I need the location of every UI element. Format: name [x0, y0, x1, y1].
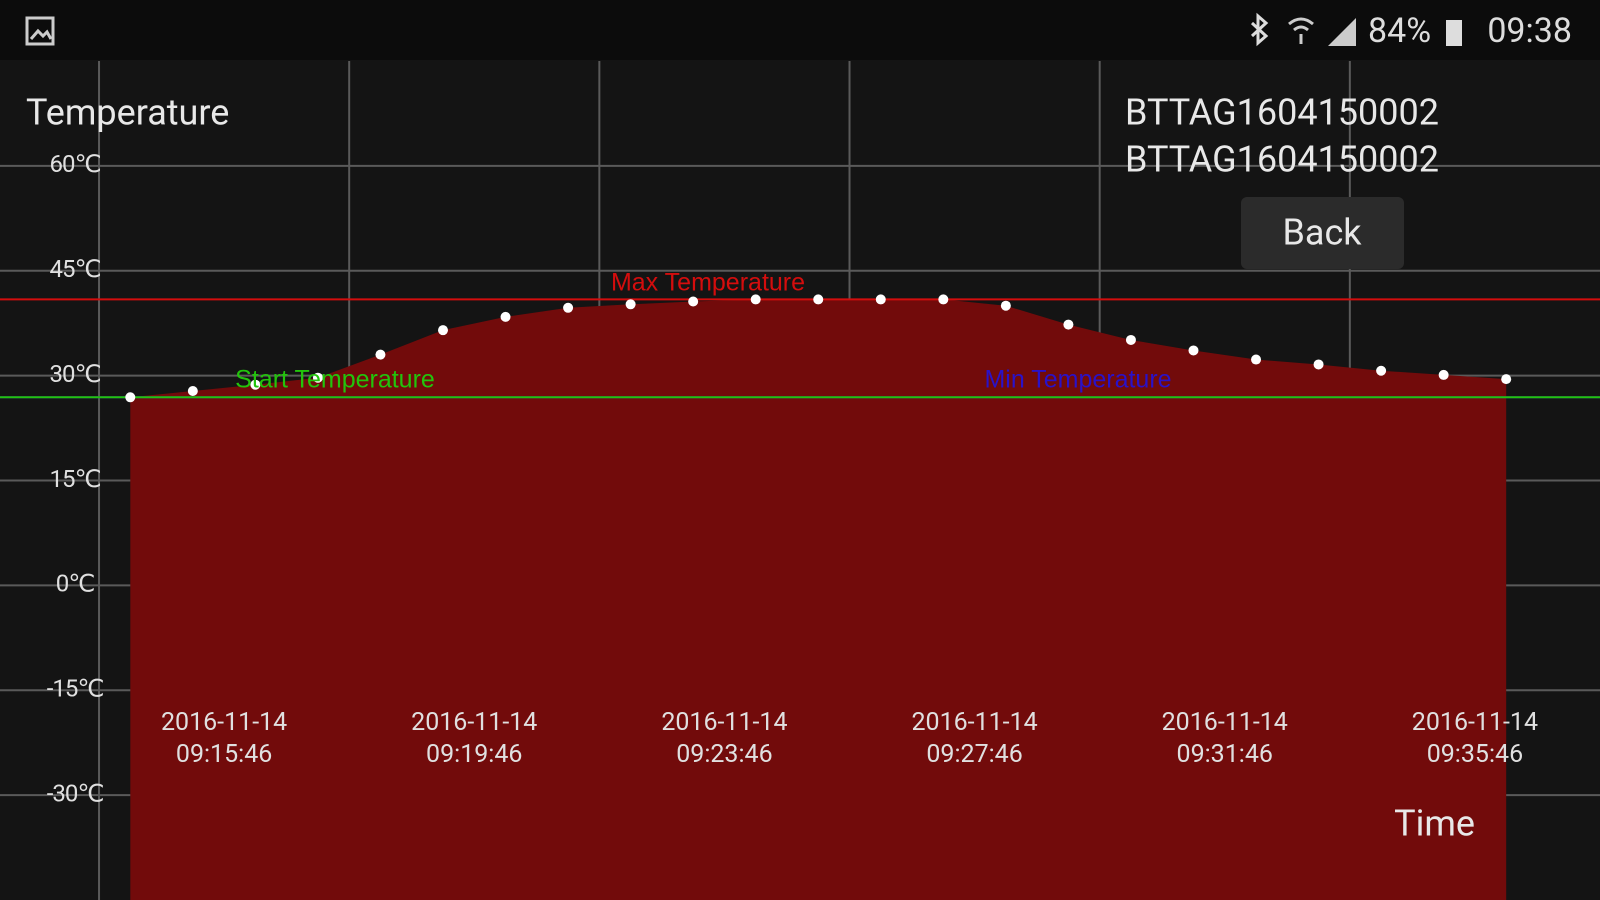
x-tick-label-line: 09:15:46: [176, 740, 272, 769]
device-id: BTTAG1604150002: [1125, 139, 1439, 181]
y-tick-label: 45℃: [50, 255, 101, 283]
reference-label: Max Temperature: [611, 269, 805, 297]
clock: 09:38: [1487, 11, 1572, 51]
data-point: [1376, 365, 1387, 376]
data-point: [250, 379, 261, 390]
data-point: [312, 372, 323, 383]
back-button[interactable]: Back: [1241, 197, 1404, 269]
bluetooth-icon: [1250, 12, 1269, 47]
gallery-icon: [25, 16, 55, 46]
x-tick-label-line: 2016-11-14: [161, 708, 287, 737]
wifi-icon: [1288, 17, 1314, 44]
data-point: [813, 294, 824, 305]
y-tick-label: 0℃: [56, 570, 94, 598]
data-point: [500, 311, 511, 322]
data-point: [625, 299, 636, 310]
reference-label: Start Temperature: [235, 366, 435, 394]
signal-icon: [1328, 18, 1356, 46]
x-tick-label-line: 09:27:46: [926, 740, 1022, 769]
data-point: [375, 349, 386, 360]
data-point: [1501, 374, 1512, 385]
reference-label: Min Temperature: [984, 366, 1171, 394]
x-tick-label-line: 09:31:46: [1177, 740, 1273, 769]
data-point: [1438, 369, 1449, 380]
data-point: [1000, 300, 1011, 311]
plot-area: Min Temperature Start Temperature Max Temp…: [0, 61, 1600, 900]
data-point: [125, 392, 136, 403]
data-point: [938, 294, 949, 305]
data-point: [1063, 319, 1074, 330]
x-tick-label-line: 09:35:46: [1427, 740, 1523, 769]
x-tick-label-line: 09:23:46: [676, 740, 772, 769]
back-button-label[interactable]: Back: [1282, 212, 1362, 254]
battery-percent: 84%: [1368, 11, 1431, 51]
x-tick-label-line: 2016-11-14: [661, 708, 787, 737]
y-tick-label: 15℃: [50, 465, 101, 493]
y-tick-label: -30℃: [47, 779, 104, 807]
x-tick-label: 2016-11-14 09:15:46: [161, 708, 287, 769]
back-button-bg[interactable]: [1241, 197, 1404, 269]
device-id: BTTAG1604150002: [1125, 92, 1439, 134]
battery-icon: [1446, 20, 1462, 46]
data-point: [187, 386, 198, 397]
x-tick-label: 2016-11-14 09:35:46: [1412, 708, 1538, 769]
data-point: [688, 296, 699, 307]
x-axis-title: Time: [1394, 803, 1475, 845]
data-point: [437, 325, 448, 336]
x-tick-label: 2016-11-14 09:19:46: [411, 708, 537, 769]
y-tick-label: -15℃: [47, 675, 104, 703]
x-tick-label: 2016-11-14 09:31:46: [1162, 708, 1288, 769]
x-tick-label: 2016-11-14 09:27:46: [911, 708, 1037, 769]
data-point: [1125, 334, 1136, 345]
x-tick-label-line: 2016-11-14: [1162, 708, 1288, 737]
data-point: [563, 302, 574, 313]
y-tick-label: 60℃: [50, 150, 101, 178]
data-point: [1251, 354, 1262, 365]
y-axis-title: Temperature: [26, 92, 229, 134]
x-tick-label-line: 09:19:46: [426, 740, 522, 769]
x-tick-label-line: 2016-11-14: [911, 708, 1037, 737]
x-tick-label-line: 2016-11-14: [411, 708, 537, 737]
x-tick-label: 2016-11-14 09:23:46: [661, 708, 787, 769]
x-tick-label-line: 2016-11-14: [1412, 708, 1538, 737]
data-point: [1188, 345, 1199, 356]
data-point: [875, 294, 886, 305]
y-tick-label: 30℃: [50, 360, 101, 388]
area: [130, 299, 1507, 900]
data-point: [750, 294, 761, 305]
data-point: [1313, 359, 1324, 370]
status-bar: [0, 0, 1600, 60]
